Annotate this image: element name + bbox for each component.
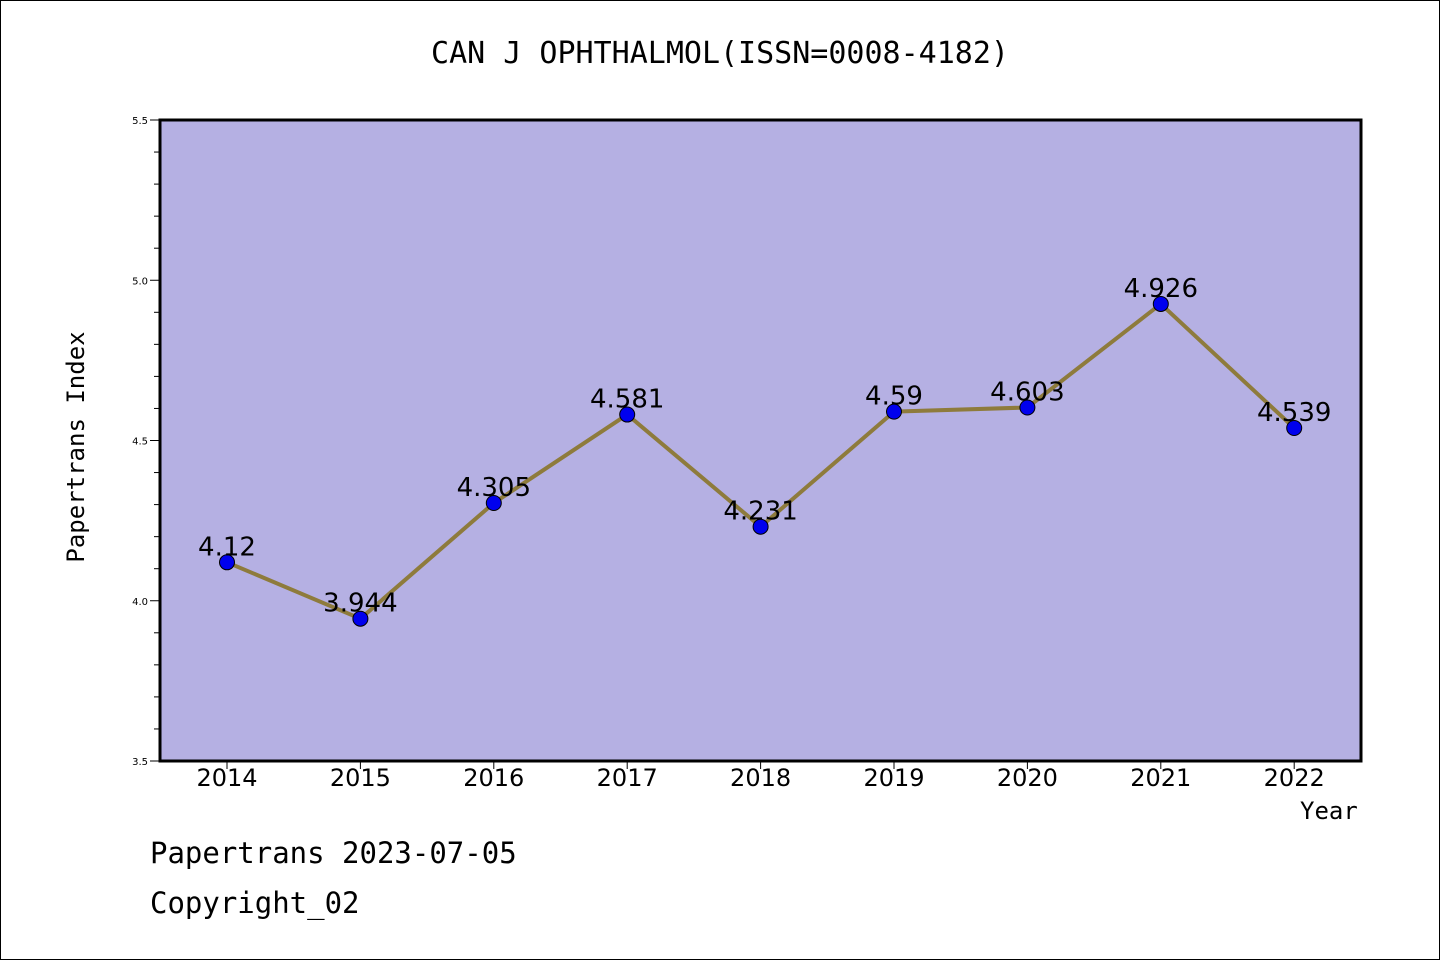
x-tick-label: 2021: [1130, 764, 1191, 792]
x-tick-label: 2020: [997, 764, 1058, 792]
data-label: 4.305: [457, 473, 531, 503]
data-label: 3.944: [323, 589, 397, 619]
y-tick-label: 4.0: [132, 597, 148, 608]
data-label: 4.231: [723, 497, 797, 527]
y-tick-label: 4.5: [132, 437, 148, 448]
footer-date: Papertrans 2023-07-05: [150, 836, 517, 870]
data-label: 4.581: [590, 385, 664, 415]
y-axis: 3.5 4.0 4.5 5.0 5.5: [132, 116, 160, 768]
series-group: 4.12 3.944 4.305 4.581 4.231 4.59 4.603 4.926 4.…: [198, 274, 1331, 627]
x-tick-label: 2016: [463, 764, 524, 792]
x-tick-label: 2019: [863, 764, 924, 792]
x-tick-label: 2014: [196, 764, 257, 792]
data-point: [352, 610, 369, 627]
y-tick-label: 5.0: [132, 276, 148, 287]
data-point: [886, 403, 902, 420]
data-point: [1286, 420, 1303, 437]
footer-copyright: Copyright_02: [150, 886, 360, 920]
data-point: [1019, 399, 1036, 416]
chart-title: CAN J OPHTHALMOL(ISSN=0008-4182): [431, 36, 1009, 71]
x-tick-label: 2015: [330, 764, 391, 792]
y-tick-label: 3.5: [132, 757, 148, 768]
x-axis-label: Year: [1300, 797, 1358, 825]
x-axis: 2014 2015 2016 2017 2018 2019 2020 2021 2022: [196, 761, 1325, 792]
data-label: 4.12: [198, 532, 256, 562]
x-tick-label: 2017: [597, 764, 658, 792]
x-tick-label: 2018: [730, 764, 791, 792]
plot-area: [160, 120, 1361, 761]
data-point: [219, 554, 235, 571]
data-point: [485, 494, 502, 511]
y-tick-label: 5.5: [132, 116, 148, 127]
data-point: [1152, 295, 1169, 312]
x-tick-label: 2022: [1264, 764, 1325, 792]
data-point: [752, 518, 769, 535]
plot-border: [158, 118, 1363, 763]
data-label: 4.539: [1257, 398, 1331, 428]
data-point: [619, 406, 636, 423]
data-label: 4.926: [1124, 274, 1198, 304]
data-label: 4.603: [990, 377, 1064, 407]
data-label: 4.59: [865, 382, 923, 412]
